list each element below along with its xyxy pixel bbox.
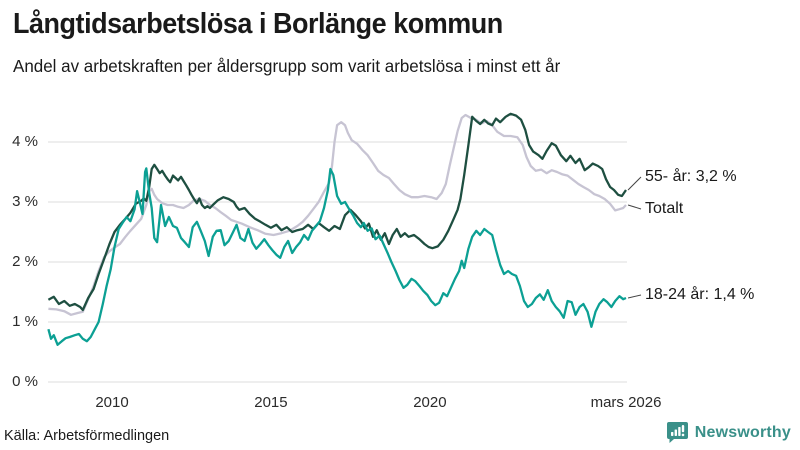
label-leader-line — [627, 176, 642, 191]
x-axis-tick-label: mars 2026 — [590, 394, 662, 411]
y-axis-tick-label: 1 % — [12, 313, 38, 330]
newsworthy-chart-bubble-icon — [666, 422, 688, 443]
x-axis-tick-label: 2015 — [254, 394, 288, 411]
newsworthy-wordmark: Newsworthy — [694, 423, 791, 441]
series-line-Totalt — [48, 113, 627, 316]
y-axis-tick-label: 3 % — [12, 193, 38, 210]
y-axis-tick-label: 2 % — [12, 253, 38, 270]
label-leader-line — [627, 204, 642, 210]
series-end-label-Totalt: Totalt — [645, 200, 684, 217]
x-axis-tick-label: 2010 — [95, 394, 129, 411]
series-end-label-55- år: 55- år: 3,2 % — [645, 168, 737, 185]
series-line-55- år — [47, 112, 627, 312]
series-line-18-24 år — [47, 167, 627, 346]
x-axis-tick-label: 2020 — [413, 394, 447, 411]
chart-title: Långtidsarbetslösa i Borlänge kommun — [13, 8, 503, 40]
label-leader-line — [627, 294, 642, 299]
newsworthy-logo: Newsworthy — [666, 421, 791, 444]
y-axis-tick-label: 0 % — [12, 373, 38, 390]
series-end-label-18-24 år: 18-24 år: 1,4 % — [645, 286, 755, 303]
chart-subtitle: Andel av arbetskraften per åldersgrupp s… — [13, 56, 561, 76]
y-axis-tick-label: 4 % — [12, 133, 38, 150]
source-note: Källa: Arbetsförmedlingen — [4, 428, 170, 444]
